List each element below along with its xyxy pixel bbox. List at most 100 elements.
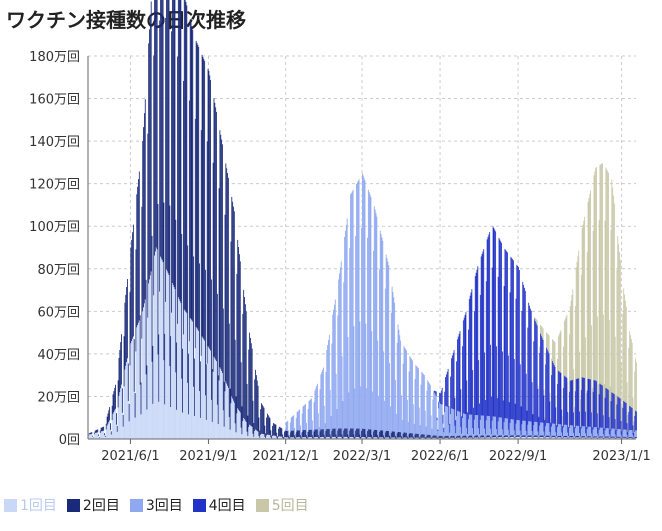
bar xyxy=(351,428,353,438)
bar xyxy=(392,292,394,432)
bar xyxy=(95,432,97,439)
bar xyxy=(170,336,172,408)
bar xyxy=(520,406,522,436)
bar xyxy=(280,427,282,437)
bar xyxy=(238,411,240,439)
bar xyxy=(567,411,569,433)
bar xyxy=(154,255,156,439)
bar xyxy=(495,231,497,417)
bar xyxy=(599,437,601,439)
bar xyxy=(444,412,446,437)
bar xyxy=(576,436,578,438)
bar xyxy=(538,417,540,436)
bar xyxy=(226,168,228,384)
bar xyxy=(321,372,323,430)
bar xyxy=(313,402,315,432)
bar xyxy=(154,0,156,256)
bar xyxy=(401,437,403,439)
bar xyxy=(314,429,316,438)
bar xyxy=(349,437,351,439)
bar xyxy=(468,414,470,436)
bar xyxy=(631,342,633,408)
bar xyxy=(410,357,412,434)
legend-item[interactable]: 5回目 xyxy=(255,495,309,515)
bar xyxy=(630,430,632,437)
bar xyxy=(237,408,239,439)
bar xyxy=(572,289,574,380)
bar xyxy=(333,428,335,437)
bar xyxy=(548,335,550,354)
bar xyxy=(544,435,546,439)
legend-item[interactable]: 1回目 xyxy=(4,495,57,515)
bar xyxy=(406,350,407,433)
bar xyxy=(204,60,206,341)
bar xyxy=(440,435,442,438)
bar xyxy=(545,436,547,438)
bar xyxy=(203,58,205,340)
bar xyxy=(382,437,384,439)
bar xyxy=(110,423,111,430)
bar xyxy=(590,379,592,427)
bar xyxy=(507,252,508,419)
bar xyxy=(552,339,553,361)
bar xyxy=(565,424,567,436)
bar xyxy=(368,437,370,439)
bar xyxy=(624,437,625,439)
bar xyxy=(569,306,571,381)
bar xyxy=(384,288,386,433)
bar xyxy=(616,404,618,431)
bar xyxy=(350,428,351,437)
bar xyxy=(517,436,519,439)
legend-item[interactable]: 3回目 xyxy=(129,495,183,515)
bar xyxy=(441,435,443,438)
bar xyxy=(384,400,385,438)
bar xyxy=(589,426,591,437)
bar xyxy=(386,437,388,439)
bar xyxy=(534,421,536,436)
legend-item[interactable]: 4回目 xyxy=(192,495,246,515)
bar xyxy=(619,437,621,439)
bar xyxy=(243,417,245,439)
bar xyxy=(347,337,349,435)
bar xyxy=(553,435,555,438)
bar xyxy=(409,356,411,433)
bar xyxy=(518,420,519,436)
legend-label: 1回目 xyxy=(20,498,57,514)
bar xyxy=(135,249,137,352)
bar xyxy=(310,437,312,439)
bar xyxy=(406,437,407,439)
bar xyxy=(166,271,168,439)
bar xyxy=(450,436,452,439)
bar xyxy=(540,435,542,438)
bar xyxy=(537,388,539,432)
bar xyxy=(549,392,551,402)
bar xyxy=(93,437,94,439)
bar xyxy=(261,433,262,439)
bar xyxy=(470,292,472,415)
bar xyxy=(524,420,525,436)
bar xyxy=(521,435,523,438)
bar xyxy=(143,303,145,439)
bar xyxy=(111,405,113,421)
bar xyxy=(598,437,600,439)
bar xyxy=(506,418,508,436)
bar xyxy=(285,422,287,431)
bar xyxy=(348,436,350,439)
bar xyxy=(270,430,272,438)
bar xyxy=(546,349,548,424)
bar xyxy=(625,429,627,437)
bar xyxy=(463,437,465,439)
bar xyxy=(349,430,351,438)
bar xyxy=(264,436,266,439)
x-tick-label: 2021/12/1 xyxy=(252,449,319,464)
bar xyxy=(226,383,228,439)
legend-item[interactable]: 2回目 xyxy=(66,495,120,515)
bar xyxy=(234,423,236,439)
bar xyxy=(230,241,232,404)
bar xyxy=(283,437,285,439)
bar xyxy=(573,369,575,413)
bar xyxy=(546,435,548,438)
bar xyxy=(88,433,90,435)
bar xyxy=(445,406,447,436)
bar xyxy=(553,364,555,424)
